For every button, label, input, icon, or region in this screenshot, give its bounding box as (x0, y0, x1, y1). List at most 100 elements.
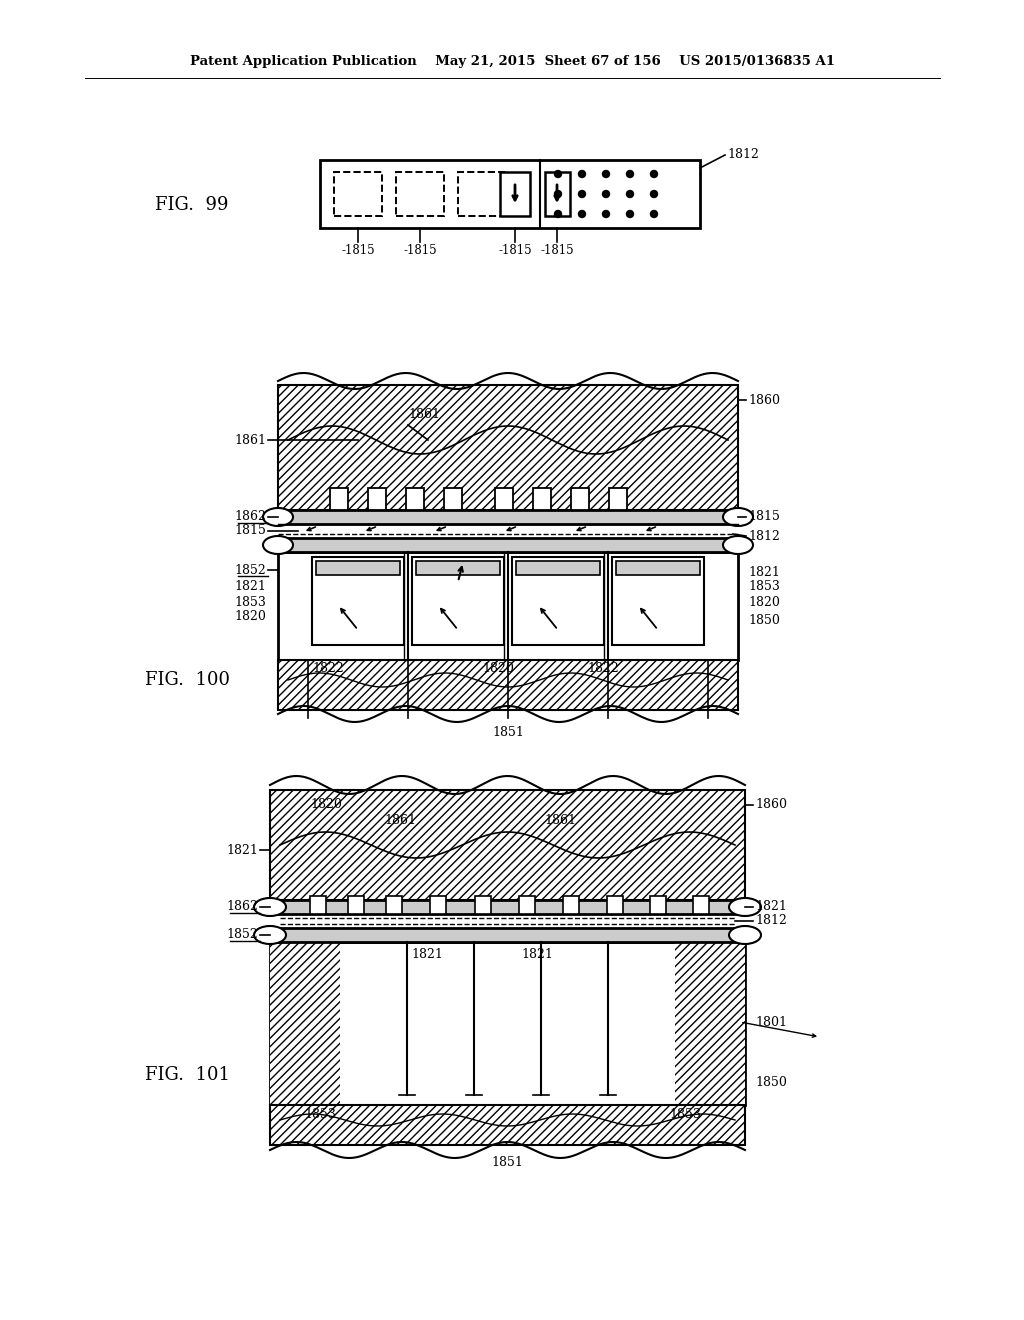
Bar (310, 896, 326, 913)
Bar (512, 557, 604, 645)
Text: 1861: 1861 (234, 433, 266, 446)
Text: 1801: 1801 (755, 1015, 787, 1028)
Text: -1815: -1815 (541, 243, 573, 256)
Circle shape (579, 190, 586, 198)
Ellipse shape (263, 536, 293, 554)
Text: 1812: 1812 (755, 915, 786, 928)
Text: 1821: 1821 (755, 900, 786, 913)
Text: -1815: -1815 (403, 243, 437, 256)
Text: 1853: 1853 (669, 1109, 701, 1122)
Text: 1862: 1862 (234, 511, 266, 524)
Bar (270, 900, 745, 913)
Circle shape (650, 170, 657, 177)
Circle shape (602, 190, 609, 198)
Ellipse shape (723, 536, 753, 554)
Text: 1812: 1812 (727, 149, 759, 161)
Text: 1861: 1861 (544, 813, 575, 826)
Bar (444, 488, 462, 510)
Bar (330, 488, 348, 510)
Bar (495, 488, 513, 510)
Circle shape (555, 170, 561, 177)
Ellipse shape (729, 927, 761, 944)
Ellipse shape (723, 508, 753, 525)
Text: 1820: 1820 (310, 799, 342, 812)
Text: -1815: -1815 (341, 243, 375, 256)
Bar (500, 172, 530, 216)
Bar (278, 510, 738, 524)
Circle shape (650, 190, 657, 198)
Bar (650, 896, 666, 913)
Text: 1850: 1850 (748, 614, 780, 627)
Text: 1860: 1860 (748, 393, 780, 407)
Bar (270, 942, 340, 1105)
Circle shape (579, 170, 586, 177)
Text: FIG.  101: FIG. 101 (145, 1067, 230, 1084)
Bar (319, 160, 700, 228)
Text: 1821: 1821 (748, 565, 780, 578)
Bar (368, 488, 386, 510)
Circle shape (602, 210, 609, 218)
Bar (607, 896, 623, 913)
Text: 1851: 1851 (493, 726, 524, 738)
Text: 1822: 1822 (587, 661, 618, 675)
Bar (616, 561, 700, 576)
Text: 1821: 1821 (234, 581, 266, 594)
Ellipse shape (263, 508, 293, 525)
Ellipse shape (254, 927, 286, 944)
Circle shape (627, 210, 634, 218)
Text: 1812: 1812 (748, 529, 780, 543)
Text: Patent Application Publication    May 21, 2015  Sheet 67 of 156    US 2015/01368: Patent Application Publication May 21, 2… (189, 55, 835, 69)
Text: 1852: 1852 (234, 564, 266, 577)
Text: 1853: 1853 (748, 581, 780, 594)
Bar (519, 896, 535, 913)
Bar (516, 561, 600, 576)
Bar (278, 385, 738, 510)
Circle shape (579, 210, 586, 218)
Bar (316, 561, 400, 576)
Circle shape (627, 190, 634, 198)
Text: 1820: 1820 (748, 595, 780, 609)
Bar (278, 660, 738, 710)
Text: 1822: 1822 (312, 661, 344, 675)
Bar (675, 942, 745, 1105)
Text: FIG.  100: FIG. 100 (145, 671, 230, 689)
Bar (348, 896, 364, 913)
Bar (693, 896, 709, 913)
Ellipse shape (729, 898, 761, 916)
Circle shape (555, 210, 561, 218)
Circle shape (627, 170, 634, 177)
Bar (270, 789, 745, 900)
Text: 1852: 1852 (226, 928, 258, 941)
Text: 1862: 1862 (226, 900, 258, 913)
Ellipse shape (254, 898, 286, 916)
Text: 1820: 1820 (234, 610, 266, 623)
Text: 1821: 1821 (411, 948, 443, 961)
Circle shape (602, 170, 609, 177)
Text: FIG.  99: FIG. 99 (155, 195, 228, 214)
Circle shape (650, 210, 657, 218)
Text: 1850: 1850 (755, 1076, 786, 1089)
Text: 1820: 1820 (482, 661, 514, 675)
Text: 1815: 1815 (748, 511, 780, 524)
Text: 1821: 1821 (226, 843, 258, 857)
Bar (312, 557, 404, 645)
Circle shape (555, 190, 561, 198)
Bar (334, 172, 382, 216)
Bar (278, 539, 738, 552)
Text: 1821: 1821 (521, 948, 553, 961)
Bar (563, 896, 579, 913)
Text: 1851: 1851 (492, 1156, 523, 1170)
Bar (612, 557, 705, 645)
Bar (278, 552, 738, 660)
Bar (386, 896, 402, 913)
Text: -1815: -1815 (499, 243, 531, 256)
Bar (396, 172, 444, 216)
Text: 1853: 1853 (234, 595, 266, 609)
Bar (571, 488, 589, 510)
Bar (270, 942, 745, 1105)
Text: 1861: 1861 (408, 408, 440, 421)
Text: 1853: 1853 (304, 1109, 336, 1122)
Bar (430, 896, 446, 913)
Bar (534, 488, 551, 510)
Bar (412, 557, 504, 645)
